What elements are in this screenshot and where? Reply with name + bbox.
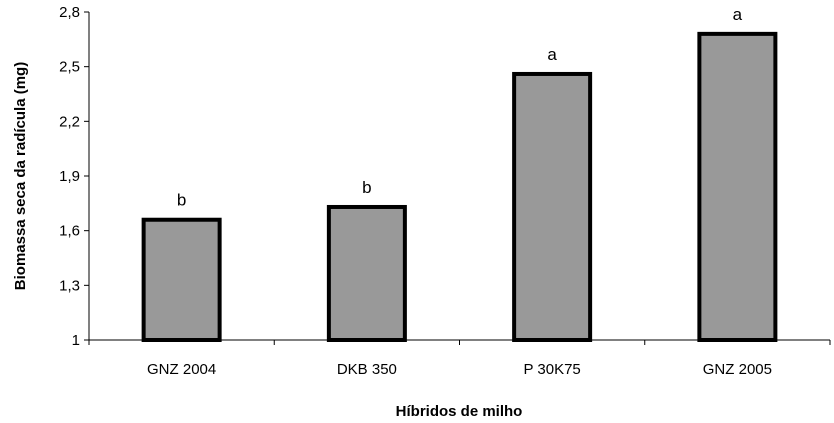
data-labels: b b a a bbox=[177, 5, 743, 210]
x-tick-label: P 30K75 bbox=[523, 361, 580, 378]
data-label: b bbox=[362, 178, 371, 197]
y-tick-label: 2,5 bbox=[59, 59, 80, 76]
y-tick-label: 1 bbox=[72, 332, 80, 349]
data-label: a bbox=[547, 45, 557, 64]
data-label: a bbox=[733, 5, 743, 24]
bar-gnz-2005 bbox=[697, 31, 778, 342]
bar-p-30k75 bbox=[512, 71, 593, 342]
bars bbox=[141, 31, 778, 343]
bar-gnz-2004 bbox=[141, 217, 222, 343]
y-tick-label: 1,9 bbox=[59, 168, 80, 185]
y-axis-title: Biomassa seca da radícula (mg) bbox=[12, 62, 29, 290]
y-tick-label: 1,3 bbox=[59, 277, 80, 294]
y-tick-label: 2,8 bbox=[59, 4, 80, 21]
y-tick-label: 2,2 bbox=[59, 113, 80, 130]
x-tick-label: GNZ 2004 bbox=[147, 361, 216, 378]
y-tick-label: 1,6 bbox=[59, 223, 80, 240]
x-tick-label: DKB 350 bbox=[337, 361, 397, 378]
x-axis: GNZ 2004 DKB 350 P 30K75 GNZ 2005 bbox=[88, 339, 831, 378]
data-label: b bbox=[177, 191, 186, 210]
y-axis: 1 1,3 1,6 1,9 2,2 2,5 2,8 bbox=[59, 4, 90, 349]
bar-dkb-350 bbox=[326, 204, 407, 342]
x-axis-title: Híbridos de milho bbox=[396, 403, 523, 420]
x-tick-label: GNZ 2005 bbox=[703, 361, 772, 378]
